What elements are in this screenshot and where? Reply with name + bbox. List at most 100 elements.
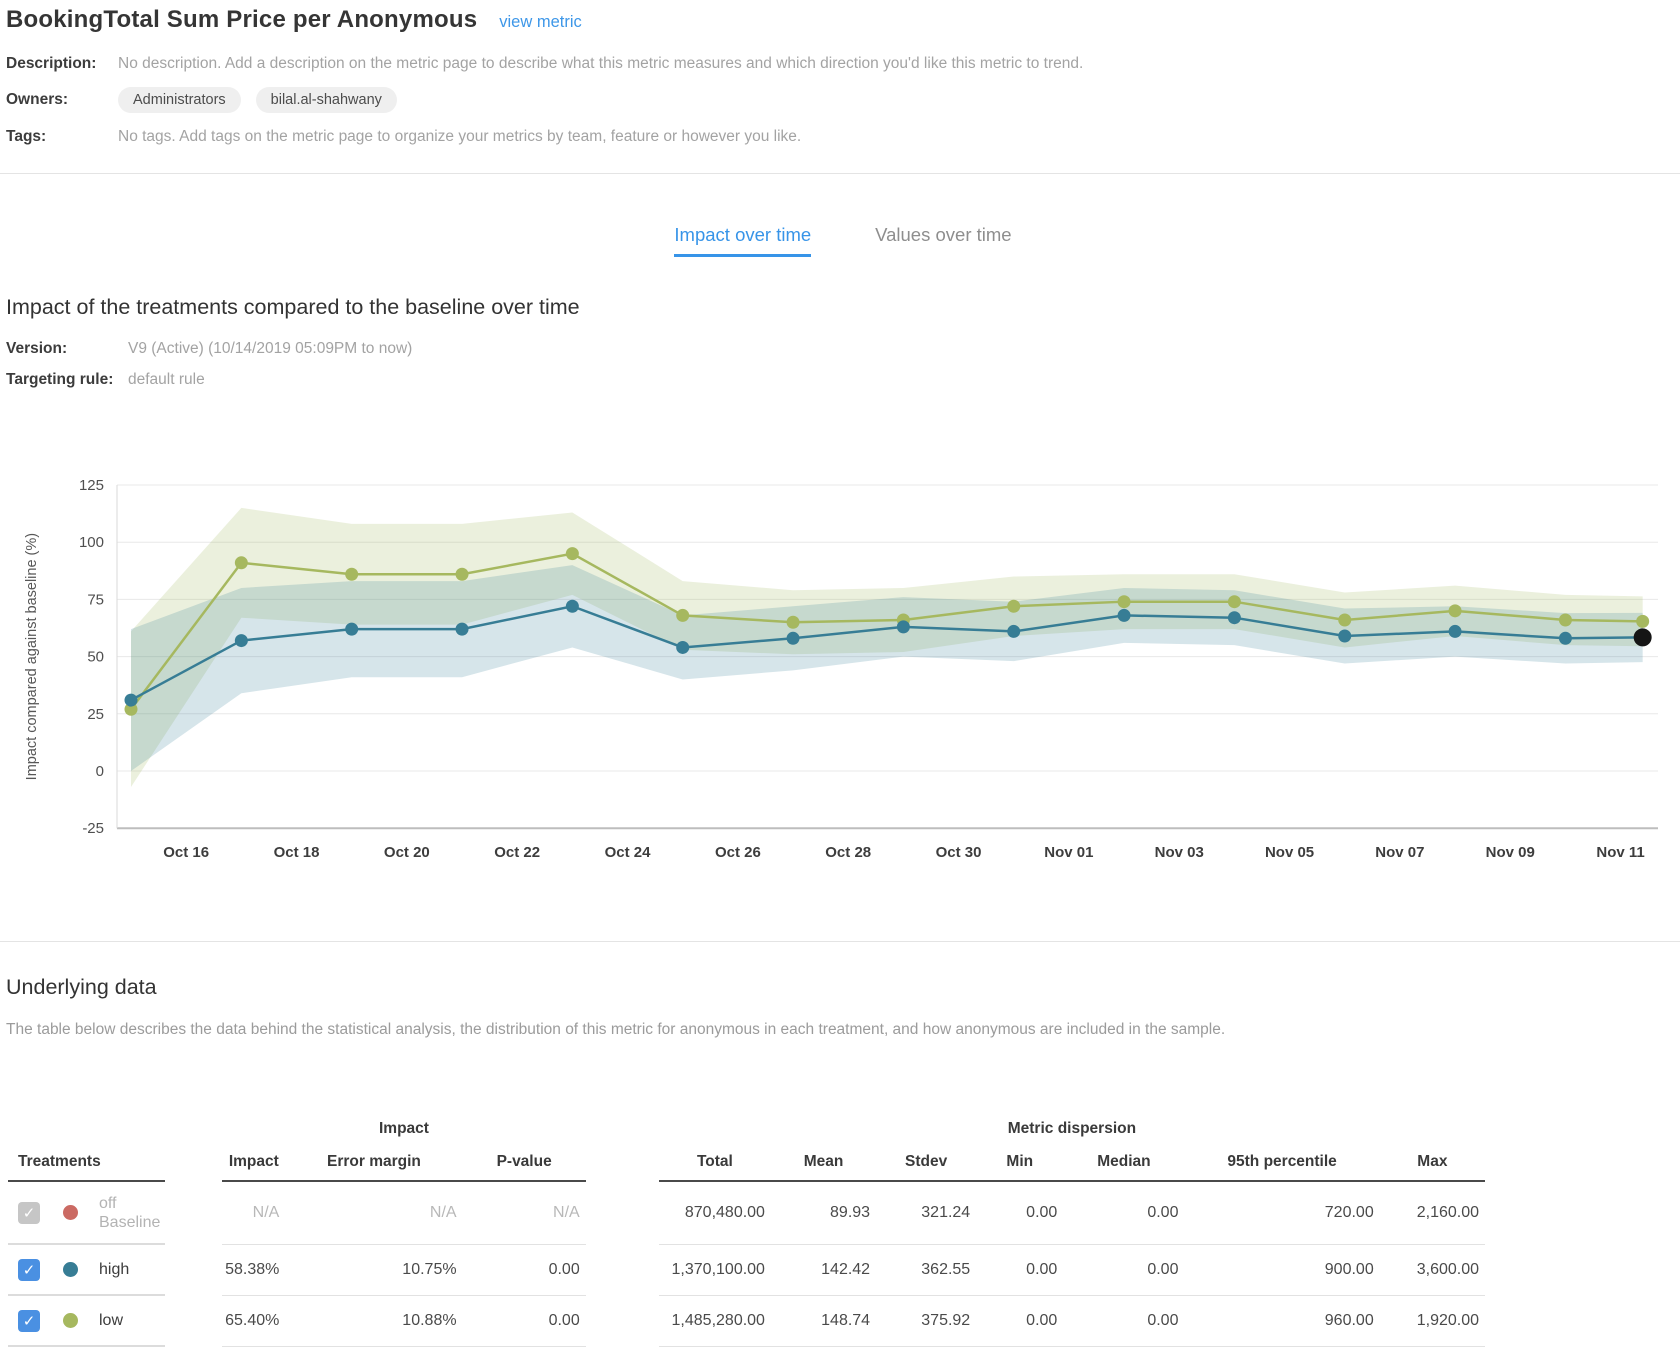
x-axis-tick-label: Oct 16 — [163, 844, 209, 861]
owner-chip[interactable]: Administrators — [118, 87, 241, 113]
data-point-high[interactable] — [124, 693, 138, 707]
section-heading: Impact of the treatments compared to the… — [6, 295, 580, 319]
section-divider — [0, 941, 1680, 942]
data-point-high[interactable] — [234, 634, 248, 648]
underlying-data-table: Impact Metric dispersion Treatments Impact E… — [8, 1115, 1485, 1347]
treatment-name: high — [99, 1261, 130, 1278]
confidence-band-high — [131, 565, 1643, 771]
data-cell: 142.42 — [770, 1244, 877, 1296]
x-axis-tick-label: Oct 30 — [936, 844, 982, 861]
column-header-error-margin: Error margin — [285, 1143, 463, 1182]
owner-chip[interactable]: bilal.al-shahwany — [255, 87, 397, 113]
data-cell: 321.24 — [876, 1181, 977, 1245]
data-point-low[interactable] — [1007, 599, 1021, 613]
data-cell: 720.00 — [1184, 1181, 1380, 1245]
data-point-high[interactable] — [1338, 629, 1352, 643]
data-point-low[interactable] — [124, 702, 138, 716]
treatment-cell: ✓ off Baseline — [8, 1181, 166, 1245]
data-point-high[interactable] — [565, 599, 579, 613]
column-header-stdev: Stdev — [876, 1143, 977, 1182]
owners-label: Owners: — [6, 91, 69, 108]
data-point-low[interactable] — [345, 567, 359, 581]
data-point-low[interactable] — [234, 556, 248, 570]
data-cell: 3,600.00 — [1379, 1244, 1485, 1296]
data-point-high[interactable] — [896, 620, 910, 634]
data-cell: 0.00 — [462, 1295, 586, 1347]
data-cell: 375.92 — [876, 1295, 977, 1347]
view-metric-link[interactable]: view metric — [499, 13, 582, 31]
data-cell: 2,160.00 — [1379, 1181, 1485, 1245]
treatment-name: off — [99, 1194, 117, 1212]
data-cell: 89.93 — [770, 1181, 877, 1245]
data-point-low[interactable] — [1636, 614, 1650, 628]
data-point-low[interactable] — [1117, 595, 1131, 609]
data-point-low[interactable] — [1558, 613, 1572, 627]
column-group-label: Impact — [379, 1120, 429, 1137]
cell-spacer — [586, 1181, 659, 1244]
selected-data-point[interactable] — [1633, 628, 1652, 647]
data-point-low[interactable] — [565, 547, 579, 561]
treatment-checkbox-off: ✓ — [18, 1201, 40, 1224]
treatment-label: low — [99, 1311, 123, 1330]
series-color-dot-high — [63, 1262, 78, 1277]
data-point-low[interactable] — [1448, 604, 1462, 618]
treatment-row-high: ✓ high 58.38% 10.75% 0.00 1,370,100.00 142.42 3… — [8, 1244, 1485, 1296]
targeting-rule-row: Targeting rule: default rule — [6, 364, 1680, 395]
table-header: Impact Metric dispersion Treatments Impact E… — [8, 1115, 1485, 1182]
cell-spacer — [586, 1295, 659, 1346]
treatment-sublabel: Baseline — [99, 1213, 161, 1231]
x-axis-tick-label: Oct 28 — [825, 844, 871, 861]
y-axis-tick-label: 75 — [87, 591, 104, 608]
data-point-high[interactable] — [455, 622, 469, 636]
data-point-high[interactable] — [676, 640, 690, 654]
underlying-data-description: The table below describes the data behin… — [6, 1021, 1226, 1038]
data-point-high[interactable] — [1227, 611, 1241, 625]
data-cell: 10.75% — [285, 1244, 463, 1296]
data-cell: N/A — [285, 1181, 463, 1245]
data-cell: 10.88% — [285, 1295, 463, 1347]
description-label: Description: — [6, 55, 97, 72]
data-point-high[interactable] — [1117, 608, 1131, 622]
data-cell: 0.00 — [1063, 1244, 1185, 1296]
tab-values-over-time[interactable]: Values over time — [875, 224, 1012, 245]
column-group-label: Metric dispersion — [1007, 1120, 1137, 1137]
cell-spacer — [165, 1295, 222, 1346]
y-axis-tick-label: 100 — [79, 534, 104, 551]
data-point-high[interactable] — [786, 631, 800, 645]
column-group-row: Impact Metric dispersion — [8, 1115, 1485, 1143]
data-point-high[interactable] — [1558, 631, 1572, 645]
impact-over-time-chart[interactable]: -25 0 25 50 75 100 125 Impact compared against … — [0, 433, 1680, 865]
x-axis-tick-label: Oct 22 — [494, 844, 540, 861]
column-header-p-value: P-value — [462, 1143, 586, 1182]
data-point-high[interactable] — [345, 622, 359, 636]
data-point-low[interactable] — [455, 567, 469, 581]
version-row: Version: V9 (Active) (10/14/2019 05:09PM… — [6, 333, 1680, 364]
group-spacer — [165, 1115, 222, 1143]
treatment-checkbox-low[interactable]: ✓ — [18, 1309, 40, 1332]
tab-impact-over-time[interactable]: Impact over time — [674, 224, 812, 257]
treatment-cell-content: ✓ high — [8, 1258, 165, 1281]
version-value: V9 (Active) (10/14/2019 05:09PM to now) — [128, 340, 413, 357]
y-axis-title: Impact compared against baseline (%) — [24, 533, 40, 780]
data-cell: 58.38% — [222, 1244, 286, 1296]
data-cell: 1,920.00 — [1379, 1295, 1485, 1347]
title-bar: BookingTotal Sum Price per Anonymous vie… — [6, 6, 1680, 34]
data-point-low[interactable] — [676, 608, 690, 622]
x-axis-tick-label: Nov 07 — [1375, 844, 1424, 861]
tags-row: Tags: No tags. Add tags on the metric pa… — [6, 124, 1680, 149]
treatments-header: Treatments — [8, 1143, 166, 1182]
data-cell: N/A — [462, 1181, 586, 1245]
treatment-row-low: ✓ low 65.40% 10.88% 0.00 1,485,280.00 148.74 37… — [8, 1295, 1485, 1347]
description-value: No description. Add a description on the… — [118, 55, 1084, 72]
data-cell: 0.00 — [1063, 1295, 1185, 1347]
data-cell: 1,370,100.00 — [658, 1244, 771, 1296]
data-point-low[interactable] — [786, 615, 800, 629]
data-point-high[interactable] — [1448, 624, 1462, 638]
data-point-low[interactable] — [1227, 595, 1241, 609]
data-point-low[interactable] — [1338, 613, 1352, 627]
y-axis-tick-label: 0 — [96, 763, 104, 780]
treatment-checkbox-high[interactable]: ✓ — [18, 1258, 40, 1281]
column-header-median: Median — [1063, 1143, 1185, 1182]
data-point-high[interactable] — [1007, 624, 1021, 638]
column-header-min: Min — [976, 1143, 1064, 1182]
